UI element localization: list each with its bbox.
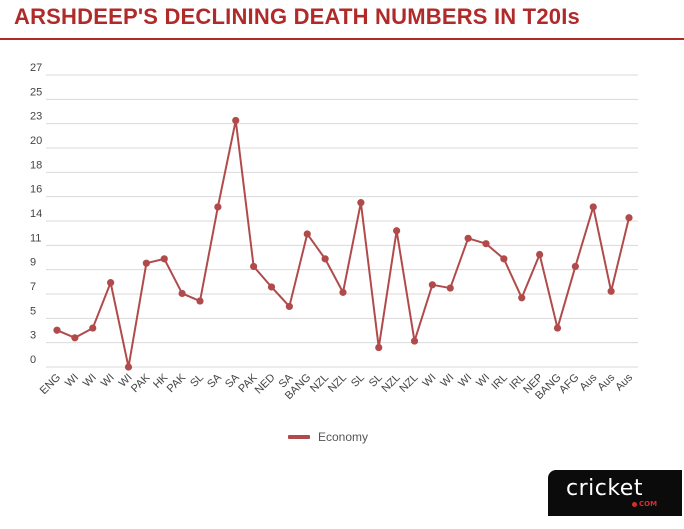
data-point — [500, 255, 508, 263]
y-tick-label: 27 — [30, 62, 42, 74]
x-tick-label: WI — [456, 372, 474, 390]
x-tick-label: WI — [420, 372, 438, 390]
data-point — [357, 199, 365, 207]
data-point — [410, 337, 419, 345]
data-point — [589, 203, 597, 211]
y-tick-label: 23 — [30, 111, 42, 123]
x-tick-label: SL — [349, 372, 367, 390]
data-point — [107, 279, 115, 287]
y-tick-label: 20 — [30, 135, 42, 147]
x-tick-label: PAK — [129, 371, 153, 395]
y-tick-label: 14 — [30, 208, 42, 220]
x-tick-label: NED — [253, 372, 278, 397]
title-underline — [0, 38, 684, 40]
data-point — [267, 283, 276, 291]
data-point — [232, 116, 240, 125]
logo-dot — [632, 502, 637, 507]
data-point — [321, 255, 329, 263]
data-point — [393, 227, 401, 235]
x-tick-label: Aus — [577, 371, 599, 393]
data-point — [571, 262, 579, 271]
y-tick-label: 3 — [30, 330, 36, 342]
data-point — [339, 288, 347, 296]
x-tick-label: WI — [474, 372, 492, 390]
x-tick-label: ENG — [38, 372, 63, 397]
x-tick-label: IRL — [489, 372, 510, 393]
series-line-economy — [56, 119, 630, 368]
x-tick-label: PAK — [165, 371, 189, 395]
legend-label-economy: Economy — [318, 430, 369, 444]
logo-suffix: COM — [639, 500, 658, 508]
legend-swatch-economy — [288, 435, 310, 439]
data-point — [464, 234, 472, 242]
data-point — [285, 302, 293, 311]
x-tick-label: SA — [205, 371, 224, 390]
data-point — [446, 284, 454, 292]
data-point — [482, 240, 490, 248]
y-tick-label: 0 — [30, 354, 36, 366]
x-tick-label: SL — [188, 372, 206, 390]
y-tick-label: 11 — [30, 232, 41, 244]
data-point — [303, 230, 311, 238]
data-point — [607, 287, 615, 295]
data-point — [536, 250, 544, 259]
data-point — [124, 363, 133, 371]
data-point — [196, 297, 204, 305]
data-point — [160, 255, 168, 263]
data-point — [518, 294, 526, 302]
data-point — [428, 281, 436, 289]
legend: Economy — [288, 430, 368, 444]
data-point — [71, 334, 79, 342]
x-tick-label: NZL — [397, 372, 420, 395]
y-tick-label: 18 — [30, 159, 42, 171]
data-point — [375, 343, 383, 352]
x-tick-label: WI — [438, 372, 456, 390]
cricket-com-logo: cricket COM — [548, 470, 682, 516]
logo-wordmark: cricket — [566, 476, 643, 501]
data-point — [625, 214, 633, 222]
y-tick-label: 16 — [30, 184, 42, 196]
x-tick-label: WI — [63, 372, 81, 390]
data-point — [53, 326, 61, 334]
y-tick-label: 7 — [30, 281, 36, 293]
x-tick-label: WI — [81, 372, 99, 390]
x-tick-label: WI — [99, 372, 117, 390]
y-tick-label: 9 — [30, 257, 36, 269]
x-tick-label: Aus — [595, 371, 617, 393]
y-tick-label: 25 — [30, 86, 42, 98]
data-point — [89, 324, 97, 332]
data-point — [250, 262, 258, 271]
x-tick-label: NZL — [326, 372, 349, 395]
data-point — [553, 324, 562, 332]
x-tick-label: Aus — [613, 371, 635, 393]
data-point — [142, 259, 150, 267]
chart-title: ARSHDEEP'S DECLINING DEATH NUMBERS IN T2… — [14, 4, 580, 29]
y-tick-label: 5 — [30, 305, 36, 317]
data-point — [178, 289, 186, 298]
data-point — [214, 203, 222, 211]
